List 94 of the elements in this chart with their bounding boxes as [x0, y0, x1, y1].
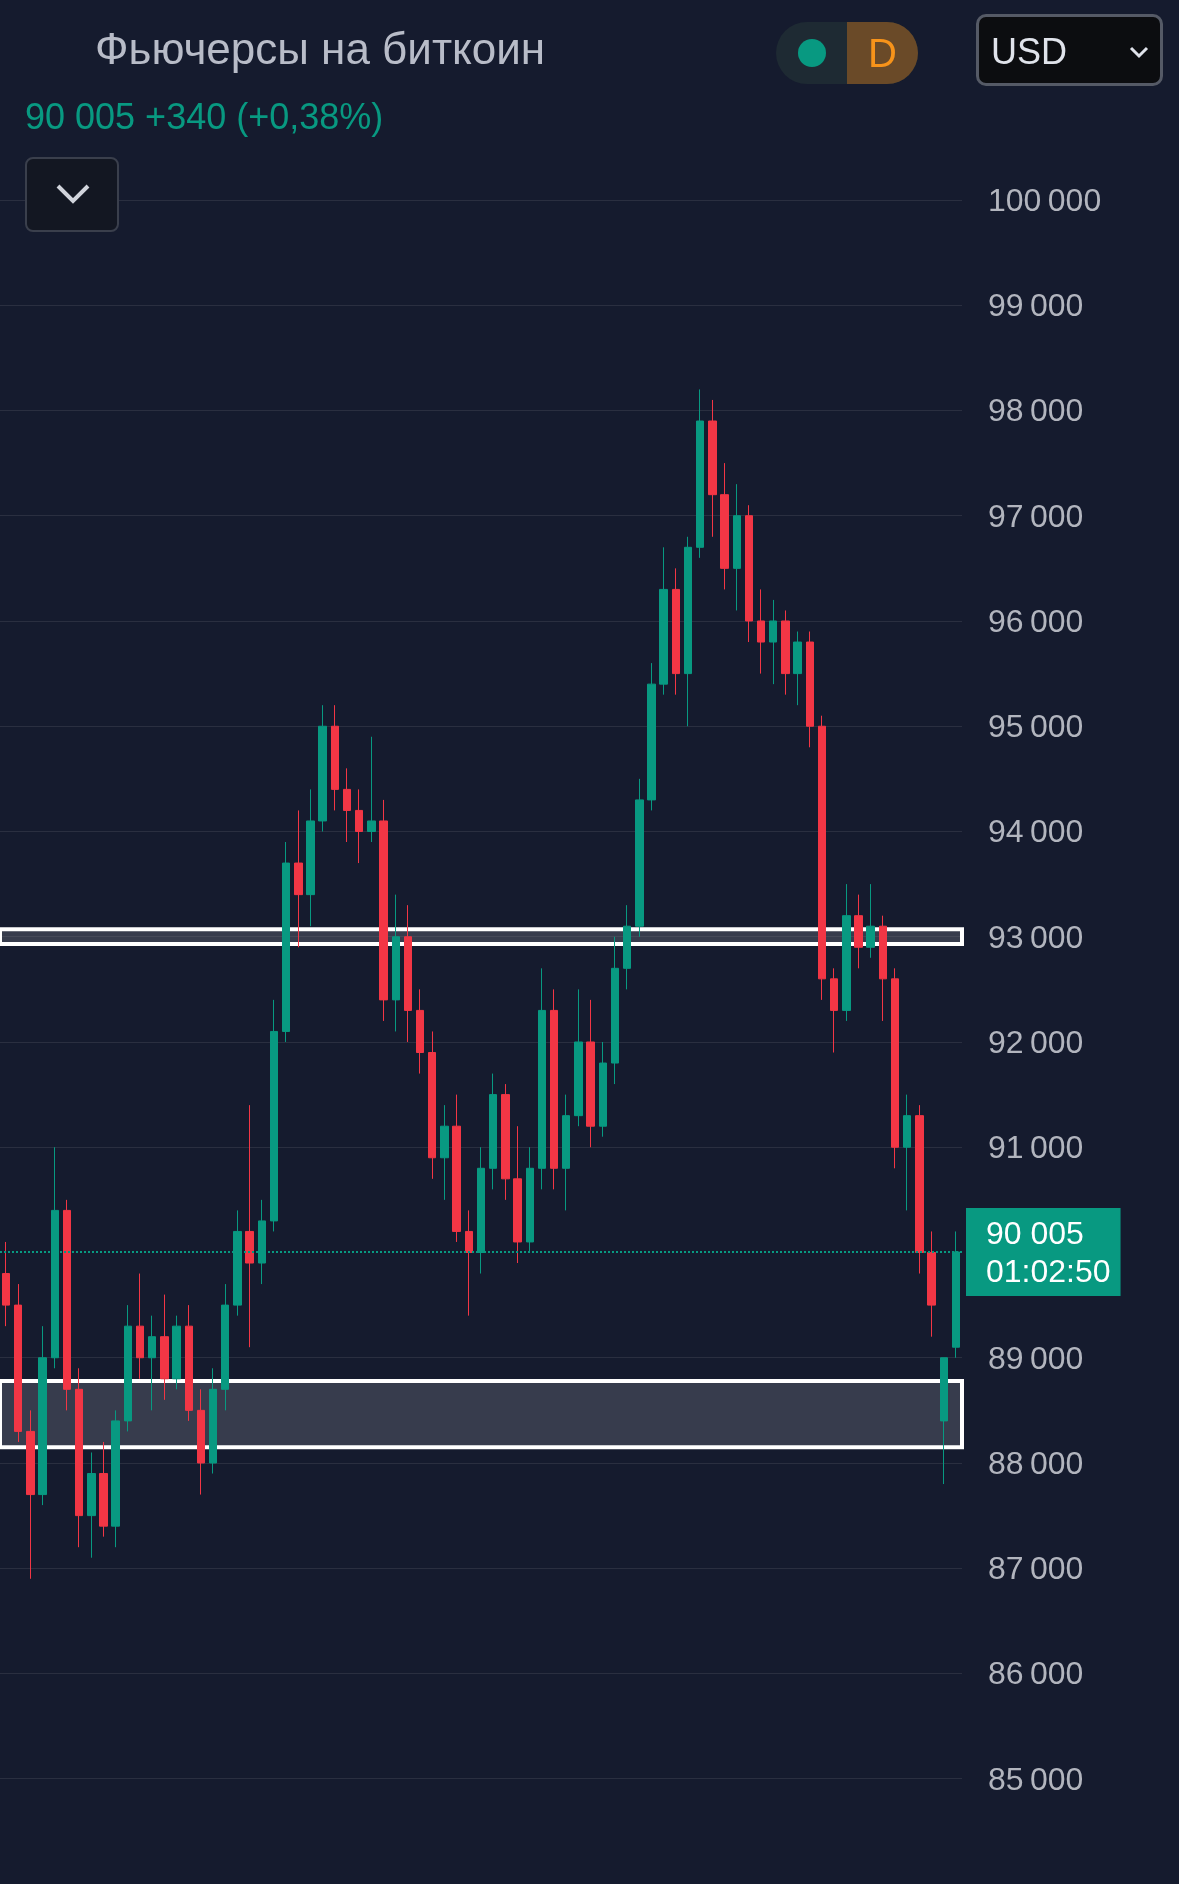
candlestick — [2, 1241, 10, 1327]
candlestick — [172, 1315, 181, 1390]
candlestick — [245, 1104, 254, 1348]
y-tick-label: 96 000 — [988, 602, 1084, 639]
candlestick — [282, 841, 290, 1043]
candlestick — [38, 1325, 47, 1506]
y-tick-label: 95 000 — [988, 708, 1084, 745]
candlestick — [927, 1230, 936, 1338]
candlestick — [14, 1283, 22, 1443]
candlestick — [63, 1199, 71, 1411]
candlestick — [318, 704, 327, 832]
y-tick-label: 85 000 — [988, 1760, 1084, 1797]
y-tick-label: 100 000 — [988, 181, 1102, 218]
candlestick — [136, 1273, 144, 1380]
y-tick-label: 99 000 — [988, 287, 1084, 324]
candlestick — [452, 1094, 461, 1243]
candlestick — [647, 662, 656, 811]
candlestick — [659, 546, 668, 696]
candlestick — [428, 1030, 436, 1180]
candlestick — [806, 631, 814, 748]
candlestick — [124, 1304, 132, 1432]
candlestick — [221, 1283, 229, 1411]
candlestick — [379, 799, 388, 1022]
y-tick-label: 94 000 — [988, 813, 1084, 850]
candlestick — [781, 609, 790, 696]
candlestick — [209, 1367, 217, 1475]
candlestick — [489, 1073, 497, 1190]
candlestick — [915, 1104, 924, 1275]
candlestick — [197, 1388, 205, 1496]
candlestick — [720, 462, 729, 590]
candlestick — [696, 388, 704, 559]
candlestick — [331, 704, 339, 811]
candlestick — [26, 1409, 35, 1580]
text: 01:02:50 — [986, 1252, 1111, 1289]
y-tick-label: 93 000 — [988, 918, 1084, 955]
y-tick-label: 88 000 — [988, 1444, 1084, 1481]
candlestick — [367, 736, 376, 843]
candlestick — [903, 1094, 911, 1211]
candlestick — [562, 1094, 570, 1211]
y-tick-label: 86 000 — [988, 1655, 1084, 1692]
text: Фьючерсы на биткоин — [95, 24, 546, 74]
candlestick — [306, 788, 315, 927]
candlestick — [99, 1441, 108, 1538]
candlestick — [574, 988, 583, 1127]
candlestick — [270, 999, 278, 1232]
text: USD — [991, 31, 1068, 73]
y-tick-label: 97 000 — [988, 497, 1084, 534]
candlestick — [940, 1357, 948, 1485]
candlestick — [538, 967, 546, 1190]
candlestick — [879, 915, 887, 1022]
candlestick — [684, 536, 692, 727]
candlestick — [733, 483, 741, 611]
candlestick — [465, 1209, 473, 1317]
candlestick — [891, 967, 899, 1169]
annotation: D — [847, 22, 918, 84]
candlestick — [294, 809, 303, 948]
y-tick-label: 89 000 — [988, 1339, 1084, 1376]
candlestick — [611, 936, 619, 1085]
candlestick — [793, 631, 802, 706]
ref-line-label: 90 005 — [986, 1214, 1084, 1251]
candlestick — [392, 894, 400, 1032]
candlestick — [769, 599, 777, 685]
candlestick — [830, 967, 838, 1054]
candlestick — [623, 904, 631, 990]
candlestick — [75, 1367, 83, 1548]
y-tick-label: 87 000 — [988, 1550, 1084, 1587]
candlestick — [343, 767, 351, 843]
candlestick — [111, 1409, 120, 1548]
candlestick — [854, 894, 863, 969]
candlestick — [160, 1294, 169, 1401]
candlestick — [501, 1083, 510, 1201]
candlestick — [708, 399, 717, 538]
candlestick — [745, 504, 753, 643]
candlestick — [416, 988, 424, 1075]
candlestick — [586, 999, 595, 1148]
candlestick — [404, 904, 412, 1043]
candlestick — [87, 1451, 96, 1559]
candlestick — [550, 988, 558, 1190]
y-tick-label: 91 000 — [988, 1129, 1084, 1166]
candlestick — [599, 1041, 607, 1138]
candlestick — [635, 778, 644, 938]
candlestick — [818, 715, 826, 1001]
candlestick — [842, 883, 851, 1022]
candlestick — [148, 1315, 156, 1411]
candlestick — [866, 883, 875, 959]
y-tick-label: 92 000 — [988, 1023, 1084, 1060]
candlestick — [757, 588, 765, 675]
candlestick — [440, 1104, 449, 1201]
y-tick-label: 98 000 — [988, 392, 1084, 429]
candlestick — [185, 1304, 193, 1422]
candlestick — [672, 567, 680, 696]
candlestick — [513, 1125, 522, 1264]
candlestick — [355, 788, 363, 864]
text: 90 005 +340 (+0,38%) — [25, 96, 384, 138]
